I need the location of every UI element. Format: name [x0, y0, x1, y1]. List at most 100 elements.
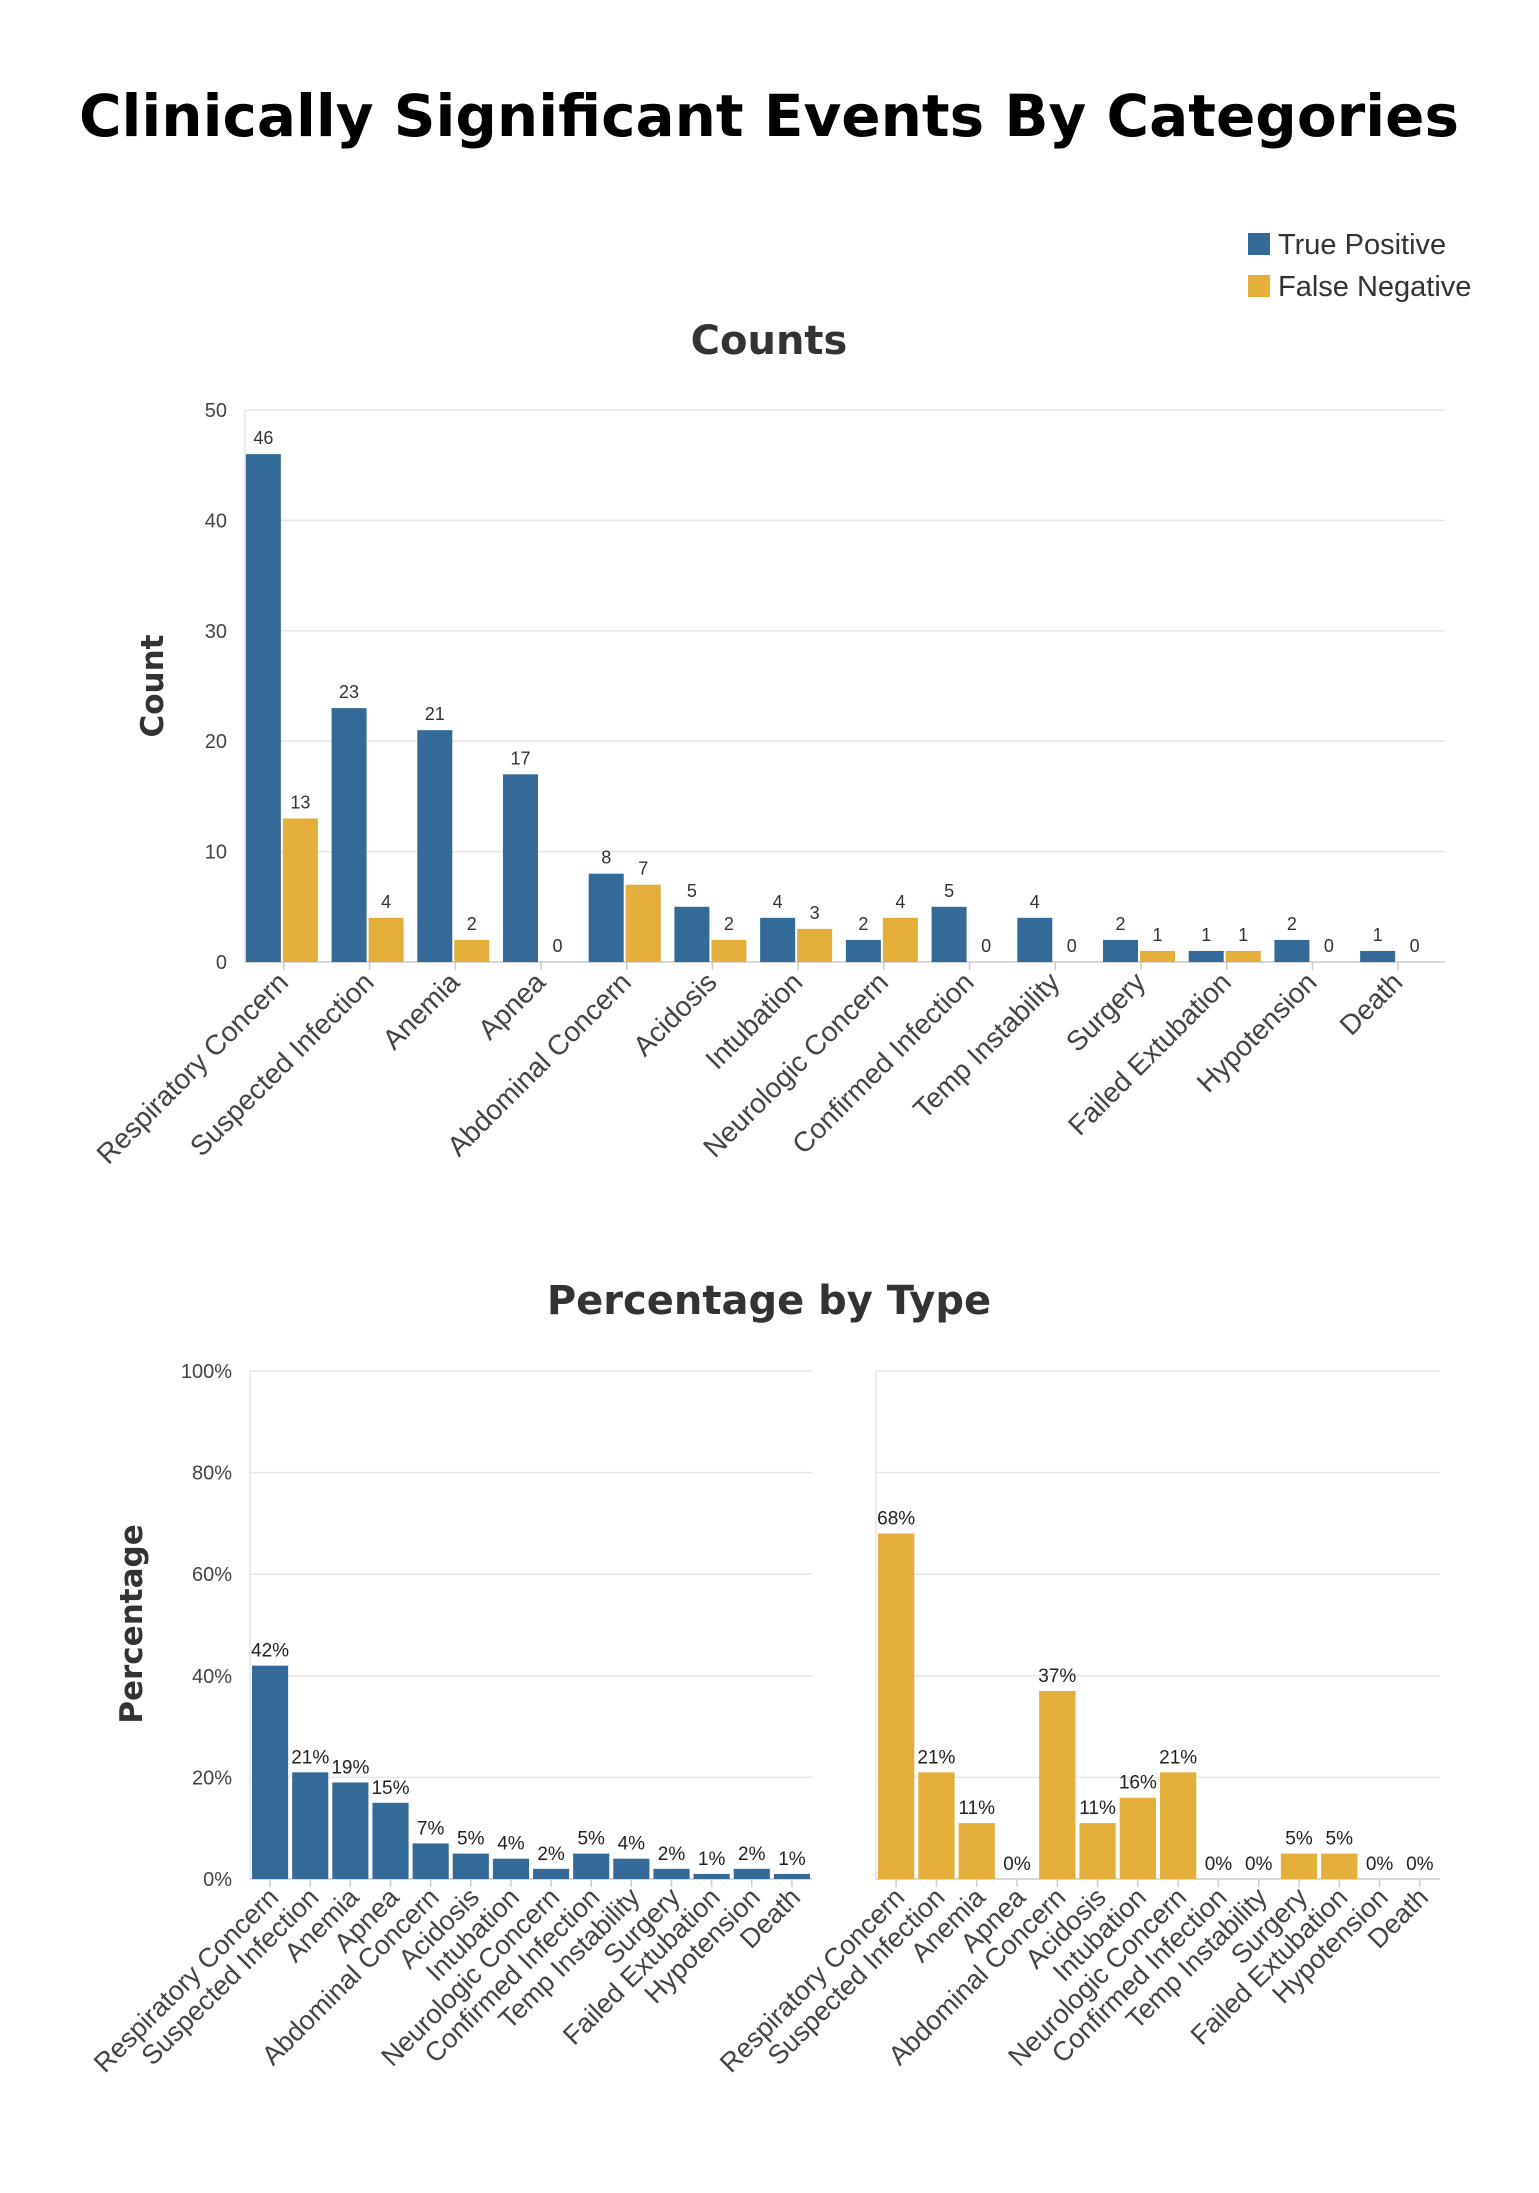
data-label-true-positive-pct-apnea: 15% — [371, 1778, 409, 1799]
pct-tp-y-tick-label: 0% — [203, 1869, 232, 1891]
counts-x-tick-label: Anemia — [376, 966, 465, 1055]
data-label-true-positive-acidosis: 5 — [687, 881, 697, 901]
bar-false-negative-pct-surgery — [1280, 1853, 1318, 1879]
bar-false-negative-suspected-infection — [368, 917, 404, 962]
data-label-true-positive-respiratory-concern: 46 — [253, 428, 273, 448]
data-label-false-negative-pct-temp-instability: 0% — [1245, 1854, 1273, 1875]
bar-true-positive-apnea — [503, 774, 538, 962]
data-label-true-positive-failed-extubation: 1 — [1201, 925, 1211, 945]
bar-false-negative-pct-anemia — [958, 1823, 995, 1879]
pct-tp-y-tick-label: 20% — [192, 1767, 232, 1789]
bar-true-positive-abdominal-concern — [588, 873, 624, 962]
bar-false-negative-acidosis — [711, 939, 747, 962]
legend-label-false-negative: False Negative — [1278, 271, 1471, 303]
counts-y-tick-label: 30 — [205, 621, 227, 643]
data-label-true-positive-intubation: 4 — [773, 892, 783, 912]
data-label-true-positive-pct-death: 1% — [778, 1849, 806, 1870]
data-label-false-negative-pct-apnea: 0% — [1003, 1854, 1031, 1875]
data-label-false-negative-failed-extubation: 1 — [1238, 925, 1248, 945]
data-label-true-positive-pct-respiratory-concern: 42% — [251, 1641, 289, 1662]
counts-y-tick-label: 50 — [205, 400, 227, 422]
bar-true-positive-pct-death — [773, 1873, 810, 1879]
counts-chart-title: Counts — [691, 318, 848, 364]
data-label-false-negative-pct-failed-extubation: 5% — [1326, 1829, 1354, 1850]
bar-false-negative-anemia — [454, 939, 490, 962]
data-label-true-positive-pct-failed-extubation: 1% — [698, 1849, 726, 1870]
data-label-true-positive-anemia: 21 — [425, 704, 445, 724]
counts-x-tick-label: Temp Instability — [907, 966, 1065, 1124]
pct-tp-y-tick-label: 100% — [181, 1361, 232, 1383]
pct-tp-y-tick-label: 40% — [192, 1666, 232, 1688]
chart-title: Clinically Significant Events By Categor… — [79, 82, 1459, 150]
data-label-true-positive-abdominal-concern: 8 — [601, 848, 611, 868]
data-label-true-positive-pct-intubation: 4% — [497, 1834, 525, 1855]
counts-y-tick-label: 10 — [205, 842, 227, 864]
data-label-true-positive-hypotension: 2 — [1287, 914, 1297, 934]
bar-true-positive-intubation — [760, 917, 796, 962]
bar-false-negative-neurologic-concern — [882, 917, 918, 962]
data-label-false-negative-pct-surgery: 5% — [1285, 1829, 1313, 1850]
data-label-true-positive-pct-abdominal-concern: 7% — [417, 1818, 445, 1839]
data-label-false-negative-neurologic-concern: 4 — [895, 892, 905, 912]
bar-true-positive-temp-instability — [1017, 917, 1053, 962]
pct-tp-y-tick-label: 80% — [192, 1463, 232, 1485]
bar-true-positive-pct-suspected-infection — [292, 1772, 329, 1879]
data-label-true-positive-pct-confirmed-infection: 5% — [577, 1829, 605, 1850]
bar-true-positive-pct-failed-extubation — [693, 1873, 730, 1879]
bar-true-positive-confirmed-infection — [931, 906, 967, 962]
pct-tp-y-tick-label: 60% — [192, 1564, 232, 1586]
counts-y-tick-label: 20 — [205, 731, 227, 753]
data-label-false-negative-intubation: 3 — [810, 903, 820, 923]
data-label-true-positive-pct-surgery: 2% — [658, 1844, 686, 1865]
bar-false-negative-pct-respiratory-concern — [878, 1533, 915, 1879]
data-label-false-negative-death: 0 — [1410, 936, 1420, 956]
bar-true-positive-pct-respiratory-concern — [252, 1665, 289, 1879]
data-label-true-positive-suspected-infection: 23 — [339, 682, 359, 702]
data-label-false-negative-anemia: 2 — [467, 914, 477, 934]
data-label-false-negative-pct-neurologic-concern: 21% — [1159, 1747, 1197, 1768]
bar-false-negative-pct-intubation — [1119, 1797, 1156, 1879]
bar-false-negative-surgery — [1140, 950, 1175, 962]
bar-true-positive-respiratory-concern — [245, 454, 281, 962]
bar-true-positive-pct-neurologic-concern — [533, 1868, 570, 1879]
data-label-true-positive-surgery: 2 — [1115, 914, 1125, 934]
bar-true-positive-pct-confirmed-infection — [573, 1853, 610, 1879]
bar-false-negative-pct-failed-extubation — [1321, 1853, 1358, 1879]
bar-true-positive-neurologic-concern — [845, 939, 881, 962]
data-label-false-negative-pct-suspected-infection: 21% — [917, 1747, 955, 1768]
bar-false-negative-pct-abdominal-concern — [1039, 1691, 1076, 1879]
legend-label-true-positive: True Positive — [1278, 229, 1446, 261]
counts-y-tick-label: 0 — [216, 952, 227, 974]
legend-swatch-true-positive — [1248, 233, 1270, 255]
data-label-true-positive-pct-acidosis: 5% — [457, 1829, 485, 1850]
data-label-true-positive-neurologic-concern: 2 — [858, 914, 868, 934]
data-label-false-negative-abdominal-concern: 7 — [638, 859, 648, 879]
bar-true-positive-anemia — [417, 730, 453, 962]
bar-false-negative-failed-extubation — [1225, 950, 1261, 962]
data-label-false-negative-acidosis: 2 — [724, 914, 734, 934]
bar-false-negative-abdominal-concern — [625, 884, 661, 962]
data-label-true-positive-apnea: 17 — [510, 748, 530, 768]
data-label-false-negative-pct-confirmed-infection: 0% — [1205, 1854, 1233, 1875]
bar-true-positive-pct-surgery — [653, 1868, 690, 1879]
data-label-false-negative-pct-hypotension: 0% — [1366, 1854, 1394, 1875]
data-label-false-negative-pct-anemia: 11% — [958, 1798, 995, 1819]
data-label-true-positive-pct-anemia: 19% — [331, 1757, 369, 1778]
data-label-true-positive-confirmed-infection: 5 — [944, 881, 954, 901]
bar-true-positive-hypotension — [1274, 939, 1310, 962]
bar-true-positive-suspected-infection — [331, 708, 367, 962]
data-label-false-negative-respiratory-concern: 13 — [290, 792, 310, 812]
data-label-true-positive-pct-neurologic-concern: 2% — [537, 1844, 565, 1865]
data-label-true-positive-pct-hypotension: 2% — [738, 1844, 766, 1865]
bar-false-negative-respiratory-concern — [282, 818, 318, 962]
bar-true-positive-pct-acidosis — [452, 1853, 489, 1879]
data-label-false-negative-pct-abdominal-concern: 37% — [1038, 1666, 1076, 1687]
data-label-false-negative-apnea: 0 — [552, 936, 562, 956]
percentage-chart-title: Percentage by Type — [547, 1278, 991, 1324]
data-label-false-negative-pct-acidosis: 11% — [1079, 1798, 1116, 1819]
counts-x-tick-label: Apnea — [472, 966, 551, 1045]
data-label-false-negative-temp-instability: 0 — [1067, 936, 1077, 956]
